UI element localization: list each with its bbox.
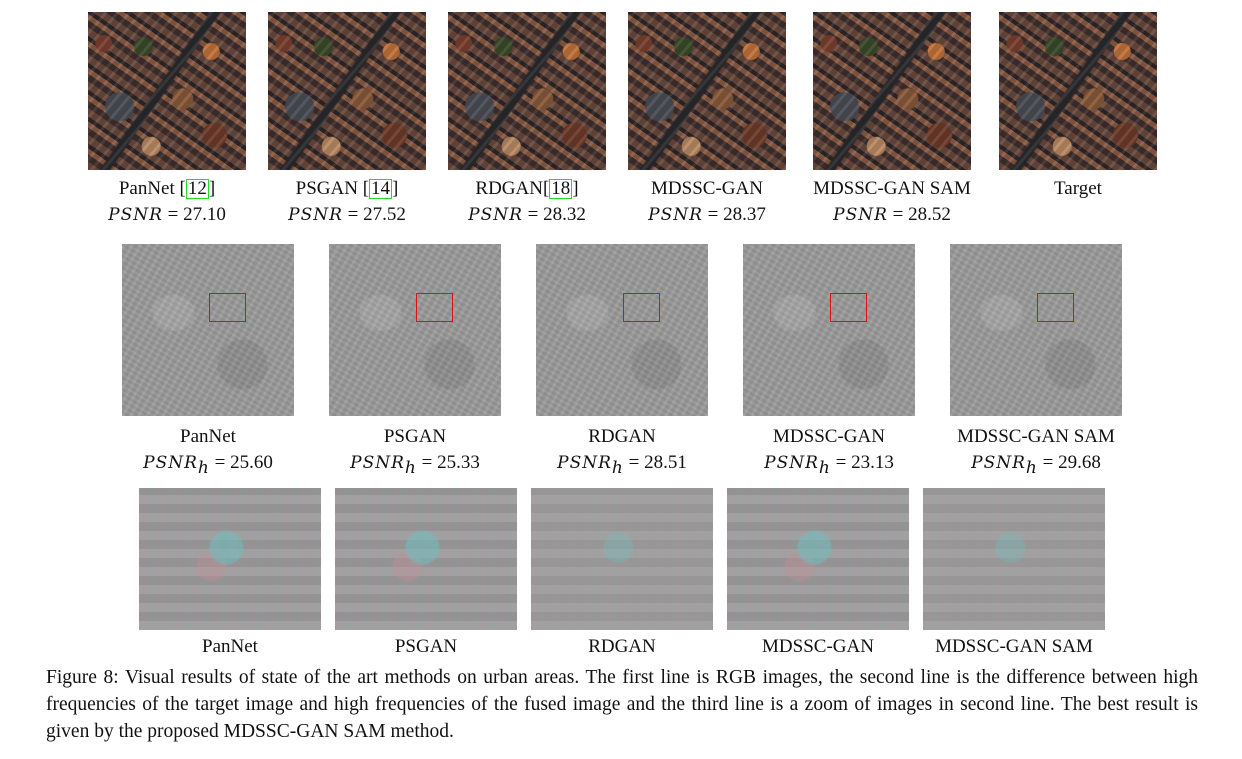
psnr-value: PSNR = 28.52	[833, 204, 951, 225]
method-label: MDSSC-GAN SAM	[813, 178, 971, 199]
psnr-value: PSNR = 28.32	[468, 204, 586, 225]
rdgan-diff-image	[536, 244, 708, 416]
pannet-diff-image	[122, 244, 294, 416]
mdssc-gan-diff-image	[743, 244, 915, 416]
method-label: MDSSC-GAN	[762, 636, 874, 657]
psnr-value: PSNR = 27.52	[288, 204, 406, 225]
zoom-region-box	[209, 293, 246, 322]
method-label: MDSSC-GAN	[651, 178, 763, 199]
citation-link[interactable]: 18	[549, 178, 573, 199]
panel-pannet-rgb: PanNet [12] PSNR = 27.10	[77, 12, 257, 226]
panel-mdssc-gan-sam-rgb: MDSSC-GAN SAM PSNR = 28.52	[802, 12, 982, 226]
pannet-zoom-image	[139, 488, 321, 630]
mdssc-gan-zoom-image	[727, 488, 909, 630]
method-label: RDGAN	[588, 426, 656, 447]
psgan-rgb-image	[268, 12, 426, 170]
psgan-diff-image	[329, 244, 501, 416]
panel-pannet-diff: PanNet PSNRh = 25.60	[108, 244, 308, 479]
method-label: PSGAN [14]	[295, 178, 399, 199]
mdssc-gan-sam-rgb-image	[813, 12, 971, 170]
method-label: RDGAN	[588, 636, 656, 657]
psnr-h-value: PSNRh = 25.60	[143, 452, 273, 478]
rdgan-rgb-image	[448, 12, 606, 170]
target-rgb-image	[999, 12, 1157, 170]
zoom-region-box	[623, 293, 660, 322]
psnr-h-value: PSNRh = 23.13	[764, 452, 894, 478]
method-label: PanNet [12]	[118, 178, 216, 199]
panel-rdgan-rgb: RDGAN[18] PSNR = 28.32	[437, 12, 617, 226]
panel-psgan-rgb: PSGAN [14] PSNR = 27.52	[257, 12, 437, 226]
zoom-region-box	[416, 293, 453, 322]
figure-caption: Figure 8: Visual results of state of the…	[46, 667, 1198, 742]
panel-target-rgb: Target	[988, 12, 1168, 200]
citation-link[interactable]: 12	[185, 178, 209, 199]
citation-link[interactable]: 14	[369, 178, 393, 199]
panel-mdssc-gan-rgb: MDSSC-GAN PSNR = 28.37	[617, 12, 797, 226]
panel-mdssc-gan-sam-zoom: MDSSC-GAN SAM	[916, 488, 1112, 658]
panel-psgan-zoom: PSGAN	[328, 488, 524, 658]
mdssc-gan-rgb-image	[628, 12, 786, 170]
rdgan-zoom-image	[531, 488, 713, 630]
method-label: PSGAN	[383, 426, 447, 447]
panel-psgan-diff: PSGAN PSNRh = 25.33	[315, 244, 515, 479]
method-label: RDGAN[18]	[475, 178, 579, 199]
psgan-zoom-image	[335, 488, 517, 630]
method-label: MDSSC-GAN	[773, 426, 885, 447]
panel-mdssc-gan-diff: MDSSC-GAN PSNRh = 23.13	[729, 244, 929, 479]
method-label: MDSSC-GAN SAM	[957, 426, 1115, 447]
method-label: PanNet	[202, 636, 258, 657]
psnr-value: PSNR = 28.37	[648, 204, 766, 225]
psnr-h-value: PSNRh = 29.68	[971, 452, 1101, 478]
panel-rdgan-diff: RDGAN PSNRh = 28.51	[522, 244, 722, 479]
method-label: PanNet	[180, 426, 236, 447]
panel-rdgan-zoom: RDGAN	[524, 488, 720, 658]
mdssc-gan-sam-zoom-image	[923, 488, 1105, 630]
zoom-region-box	[830, 293, 867, 322]
method-label: PSGAN	[394, 636, 458, 657]
method-label: MDSSC-GAN SAM	[935, 636, 1093, 657]
zoom-region-box	[1037, 293, 1074, 322]
psnr-value: PSNR = 27.10	[108, 204, 226, 225]
panel-pannet-zoom: PanNet	[132, 488, 328, 658]
panel-mdssc-gan-sam-diff: MDSSC-GAN SAM PSNRh = 29.68	[936, 244, 1136, 479]
pannet-rgb-image	[88, 12, 246, 170]
mdssc-gan-sam-diff-image	[950, 244, 1122, 416]
method-label: Target	[1054, 178, 1102, 199]
psnr-h-value: PSNRh = 28.51	[557, 452, 687, 478]
psnr-h-value: PSNRh = 25.33	[350, 452, 480, 478]
panel-mdssc-gan-zoom: MDSSC-GAN	[720, 488, 916, 658]
